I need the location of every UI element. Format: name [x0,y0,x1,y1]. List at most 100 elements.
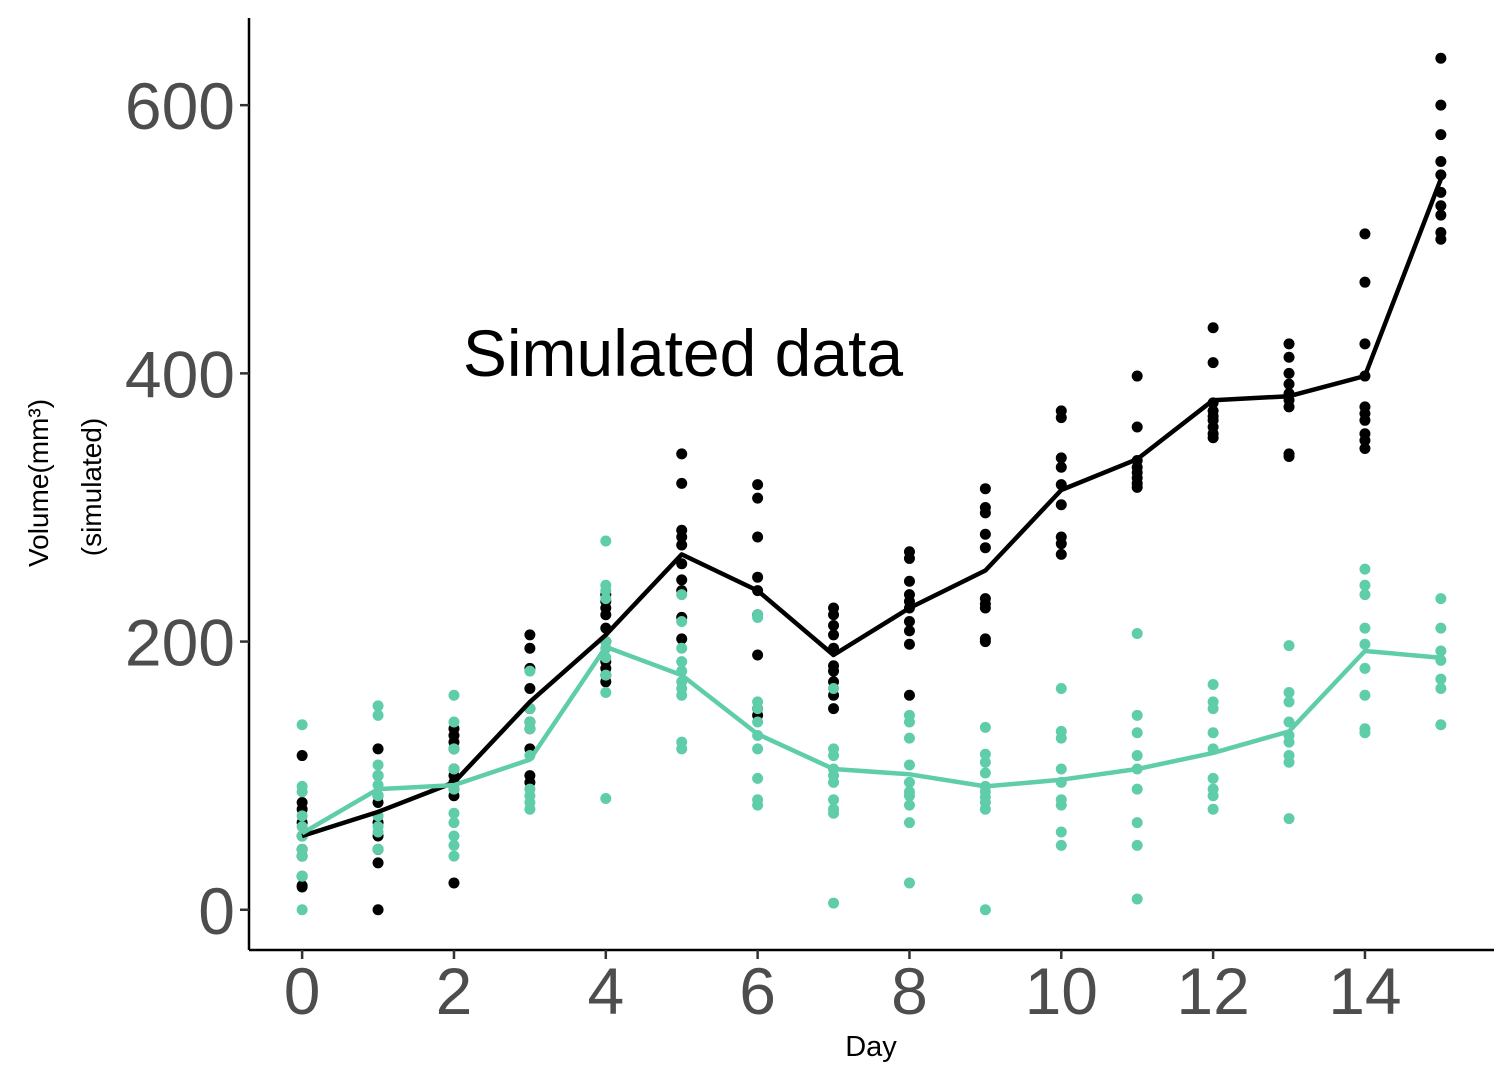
data-point [903,732,915,744]
data-point [752,492,764,504]
data-point [1283,813,1295,825]
data-point [828,629,840,641]
data-point [676,589,688,601]
data-point [1435,209,1447,221]
data-point [1435,99,1447,111]
data-point [1435,683,1447,695]
data-point [903,877,915,889]
data-point [296,850,308,862]
data-point [448,850,460,862]
data-point [1359,442,1371,454]
data-point [1207,432,1219,444]
data-point [752,799,764,811]
x-tick-label: 4 [587,954,624,1028]
data-point [524,642,536,654]
data-point [296,750,308,762]
data-point [1207,790,1219,802]
data-point [1055,839,1067,851]
data-point [1131,727,1143,739]
data-point [600,609,612,621]
data-point [1207,727,1219,739]
data-point [1207,357,1219,369]
data-point [676,689,688,701]
data-point [1131,893,1143,905]
data-point [1207,772,1219,784]
data-point [1435,622,1447,634]
data-point [752,743,764,755]
data-point [1435,200,1447,212]
data-point [600,687,612,699]
data-point [296,786,308,798]
data-point [1131,421,1143,433]
data-point [600,535,612,547]
plot-area [296,52,1447,916]
data-point [979,602,991,614]
data-point [600,669,612,681]
data-point [1131,628,1143,640]
y-tick-label: 400 [125,337,235,411]
y-axis-ticks: 0 200 400 600 [125,69,249,948]
data-point [903,759,915,771]
data-point [1055,499,1067,511]
data-point [979,636,991,648]
data-point [903,575,915,587]
data-point [1283,401,1295,413]
data-point [1359,638,1371,650]
data-point [448,817,460,829]
data-point [828,665,840,677]
data-point [448,877,460,889]
data-point [752,479,764,491]
data-point [296,904,308,916]
data-point [979,528,991,540]
data-point [979,767,991,779]
data-point [1055,548,1067,560]
data-point [372,857,384,869]
data-point [903,776,915,788]
data-point [1359,662,1371,674]
data-point [1207,678,1219,690]
data-point [1055,538,1067,550]
data-point [1131,839,1143,851]
data-point [752,611,764,623]
data-point [1359,228,1371,240]
data-point [828,897,840,909]
data-point [1435,673,1447,685]
data-point [1359,689,1371,701]
data-point [372,843,384,855]
data-point [1359,414,1371,426]
data-point [1283,696,1295,708]
data-point [903,716,915,728]
data-point [979,748,991,760]
data-point [448,716,460,728]
data-point [1055,412,1067,424]
x-tick-label: 10 [1025,954,1098,1028]
data-point [1359,338,1371,350]
data-point [448,807,460,819]
y-axis-subtitle: (simulated) [76,418,107,556]
data-point [903,625,915,637]
data-point [1435,593,1447,605]
x-axis-ticks: 0 2 4 6 8 10 12 14 [284,950,1402,1028]
data-point [524,803,536,815]
data-point [524,683,536,695]
data-point [1359,563,1371,575]
data-point [676,574,688,586]
data-point [676,477,688,489]
data-point [1055,461,1067,473]
y-axis-title: Volume(mm³) [23,399,54,567]
data-point [828,609,840,621]
data-point [372,904,384,916]
mean-line-1 [300,644,1442,836]
y-tick-label: 200 [125,606,235,680]
data-point [448,830,460,842]
data-point [1359,727,1371,739]
data-point [600,593,612,605]
data-point [903,689,915,701]
data-point [448,839,460,851]
data-point [676,558,688,570]
data-point [828,750,840,762]
data-point [1283,640,1295,652]
data-point [903,615,915,627]
data-point [448,763,460,775]
